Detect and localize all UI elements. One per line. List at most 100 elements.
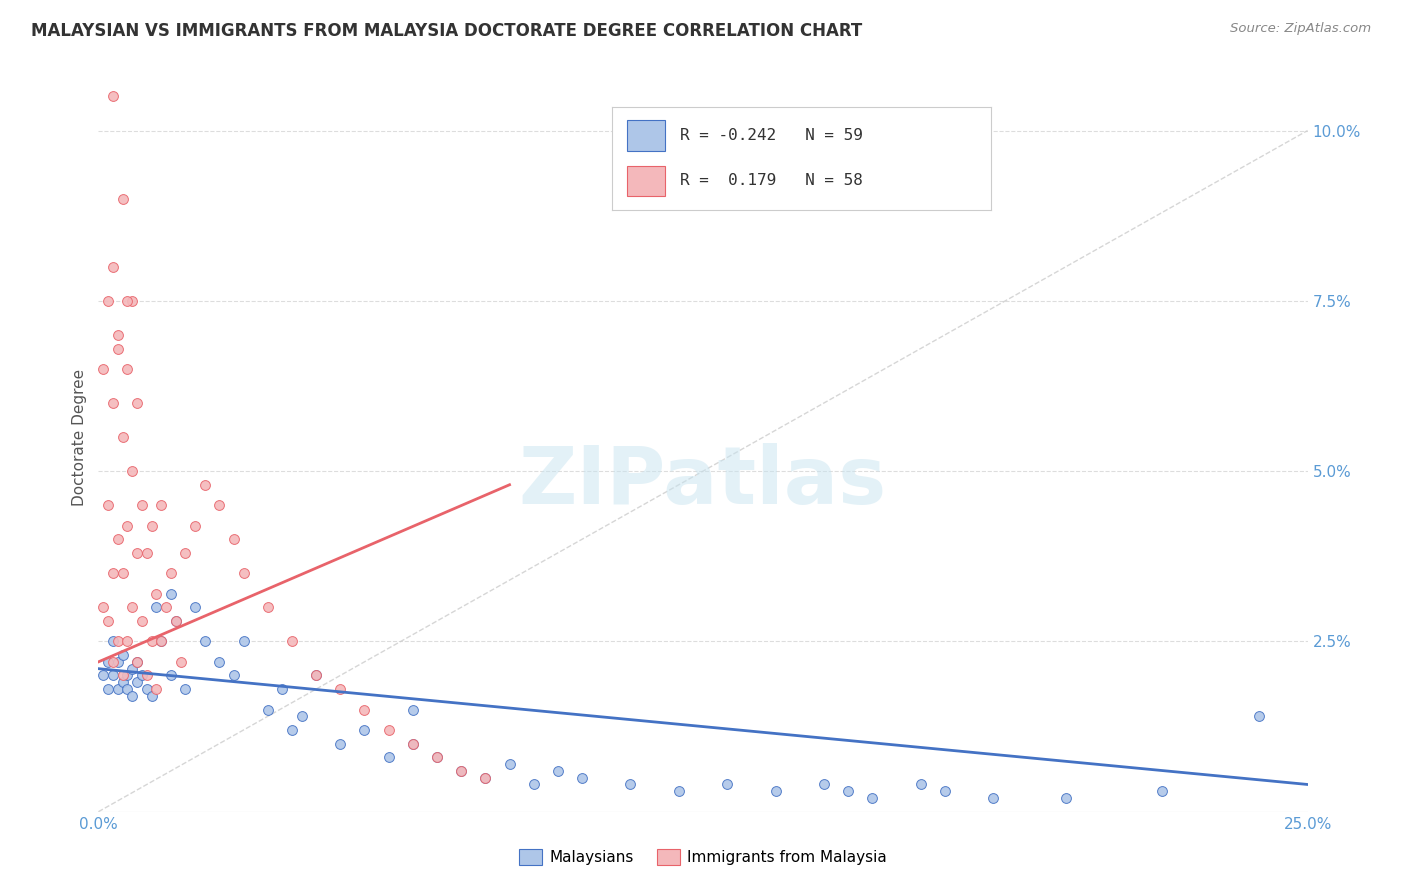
Point	[353, 723, 375, 737]
Point	[141, 689, 163, 703]
Point	[281, 723, 304, 737]
Point	[121, 464, 143, 478]
Point	[127, 396, 149, 410]
Point	[222, 668, 245, 682]
Point	[91, 362, 114, 376]
Point	[97, 498, 120, 512]
Point	[860, 791, 883, 805]
Point	[813, 777, 835, 791]
Point	[101, 668, 124, 682]
Point	[121, 600, 143, 615]
Point	[174, 682, 197, 697]
Point	[117, 668, 139, 682]
Point	[402, 737, 425, 751]
Point	[97, 614, 120, 628]
Point	[101, 260, 124, 274]
Point	[117, 518, 139, 533]
Point	[934, 784, 956, 798]
Point	[184, 600, 207, 615]
Point	[127, 675, 149, 690]
Point	[107, 655, 129, 669]
Point	[107, 634, 129, 648]
Point	[619, 777, 641, 791]
Point	[135, 668, 157, 682]
Point	[101, 566, 124, 581]
Point	[117, 362, 139, 376]
Point	[91, 600, 114, 615]
Point	[232, 566, 254, 581]
Point	[97, 682, 120, 697]
Point	[101, 396, 124, 410]
Point	[174, 546, 197, 560]
FancyBboxPatch shape	[627, 120, 665, 151]
Point	[910, 777, 932, 791]
Point	[131, 668, 153, 682]
Point	[208, 498, 231, 512]
Point	[160, 668, 183, 682]
Point	[107, 327, 129, 342]
Text: Source: ZipAtlas.com: Source: ZipAtlas.com	[1230, 22, 1371, 36]
Point	[160, 566, 183, 581]
Point	[377, 723, 399, 737]
Point	[127, 655, 149, 669]
Point	[256, 702, 278, 716]
Point	[121, 662, 143, 676]
Point	[329, 737, 352, 751]
Point	[571, 771, 593, 785]
Text: MALAYSIAN VS IMMIGRANTS FROM MALAYSIA DOCTORATE DEGREE CORRELATION CHART: MALAYSIAN VS IMMIGRANTS FROM MALAYSIA DO…	[31, 22, 862, 40]
Point	[111, 668, 134, 682]
Point	[111, 648, 134, 662]
Point	[208, 655, 231, 669]
Point	[668, 784, 690, 798]
Point	[131, 614, 153, 628]
Point	[141, 634, 163, 648]
Point	[101, 634, 124, 648]
Point	[271, 682, 294, 697]
Point	[169, 655, 191, 669]
Point	[107, 342, 129, 356]
Point	[184, 518, 207, 533]
Point	[117, 682, 139, 697]
Point	[765, 784, 787, 798]
Point	[281, 634, 304, 648]
Point	[111, 675, 134, 690]
Legend: Malaysians, Immigrants from Malaysia: Malaysians, Immigrants from Malaysia	[513, 843, 893, 871]
Point	[402, 737, 425, 751]
Point	[127, 655, 149, 669]
Point	[135, 682, 157, 697]
FancyBboxPatch shape	[627, 166, 665, 196]
Point	[402, 702, 425, 716]
Point	[837, 784, 859, 798]
Point	[165, 614, 187, 628]
Point	[305, 668, 328, 682]
Point	[121, 293, 143, 308]
Text: ZIPatlas: ZIPatlas	[519, 443, 887, 521]
Point	[474, 771, 496, 785]
Point	[450, 764, 472, 778]
Point	[121, 689, 143, 703]
Point	[1249, 709, 1271, 723]
Point	[127, 546, 149, 560]
Point	[91, 668, 114, 682]
Text: R = -0.242   N = 59: R = -0.242 N = 59	[681, 128, 863, 144]
Point	[141, 518, 163, 533]
Point	[474, 771, 496, 785]
Text: R =  0.179   N = 58: R = 0.179 N = 58	[681, 173, 863, 188]
Point	[145, 587, 167, 601]
Point	[194, 634, 217, 648]
Point	[150, 634, 173, 648]
Point	[107, 682, 129, 697]
Point	[111, 192, 134, 206]
Point	[329, 682, 352, 697]
Point	[981, 791, 1004, 805]
Point	[256, 600, 278, 615]
Point	[131, 498, 153, 512]
Point	[426, 750, 449, 764]
Point	[145, 682, 167, 697]
Point	[97, 655, 120, 669]
Y-axis label: Doctorate Degree: Doctorate Degree	[72, 368, 87, 506]
Point	[97, 293, 120, 308]
Point	[165, 614, 187, 628]
Point	[150, 498, 173, 512]
Point	[305, 668, 328, 682]
